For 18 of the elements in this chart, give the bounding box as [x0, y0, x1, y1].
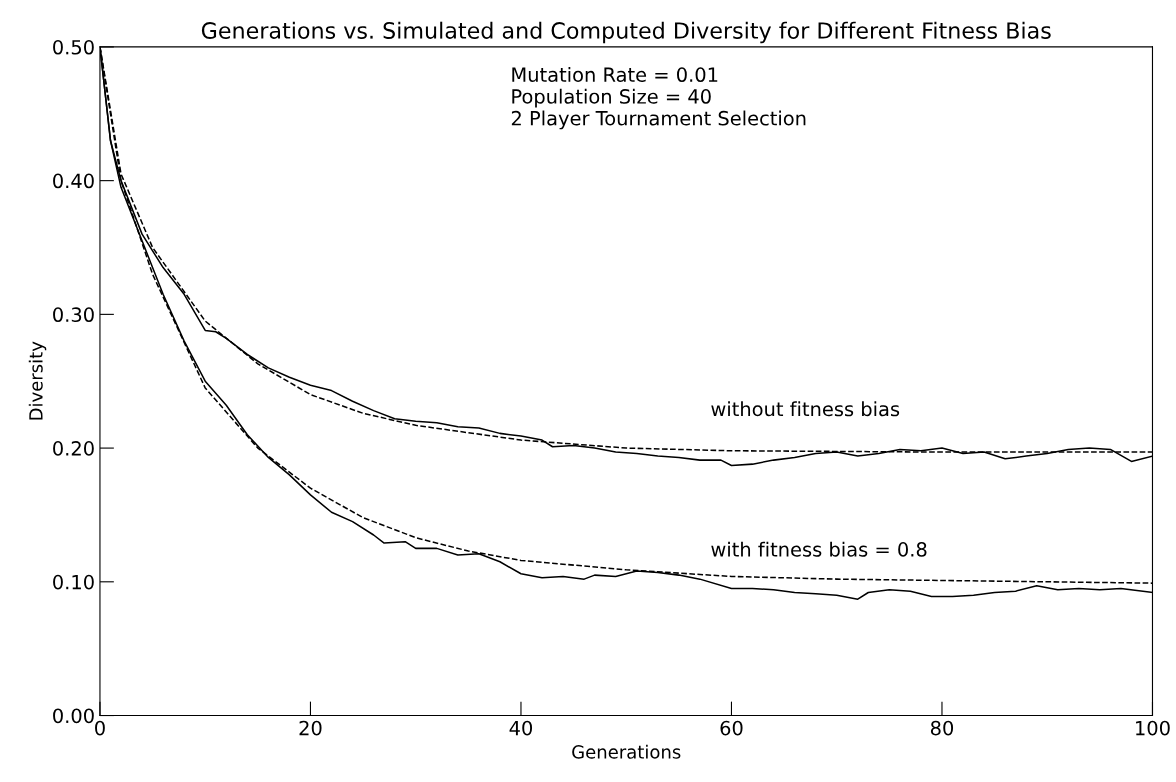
annotation: with fitness bias = 0.8 [711, 541, 927, 557]
y-axis-title: Diversity [28, 341, 47, 420]
y-tick-label: 0.20 [53, 441, 94, 456]
x-tick-label: 0 [95, 720, 105, 736]
x-tick-label: 100 [1136, 720, 1170, 736]
y-tick-label: 0.10 [53, 574, 94, 590]
annotation: Mutation Rate = 0.01 Population Size = 40 2 Player Tournament Selection [511, 66, 806, 130]
y-tick-label: 0.30 [53, 307, 94, 323]
chart-title: Generations vs. Simulated and Computed Diversity for Different Fitness Bias [201, 21, 1051, 44]
x-tick-label: 20 [299, 720, 322, 736]
y-tick-label: 0.40 [53, 173, 94, 189]
annotation: without fitness bias [711, 401, 900, 417]
y-tick-label: 0.00 [53, 708, 94, 724]
x-axis-title: Generations [572, 744, 681, 759]
x-tick-label: 80 [930, 720, 954, 736]
x-tick-label: 40 [509, 720, 533, 736]
x-tick-label: 60 [720, 720, 743, 736]
y-tick-label: 0.50 [53, 39, 94, 55]
